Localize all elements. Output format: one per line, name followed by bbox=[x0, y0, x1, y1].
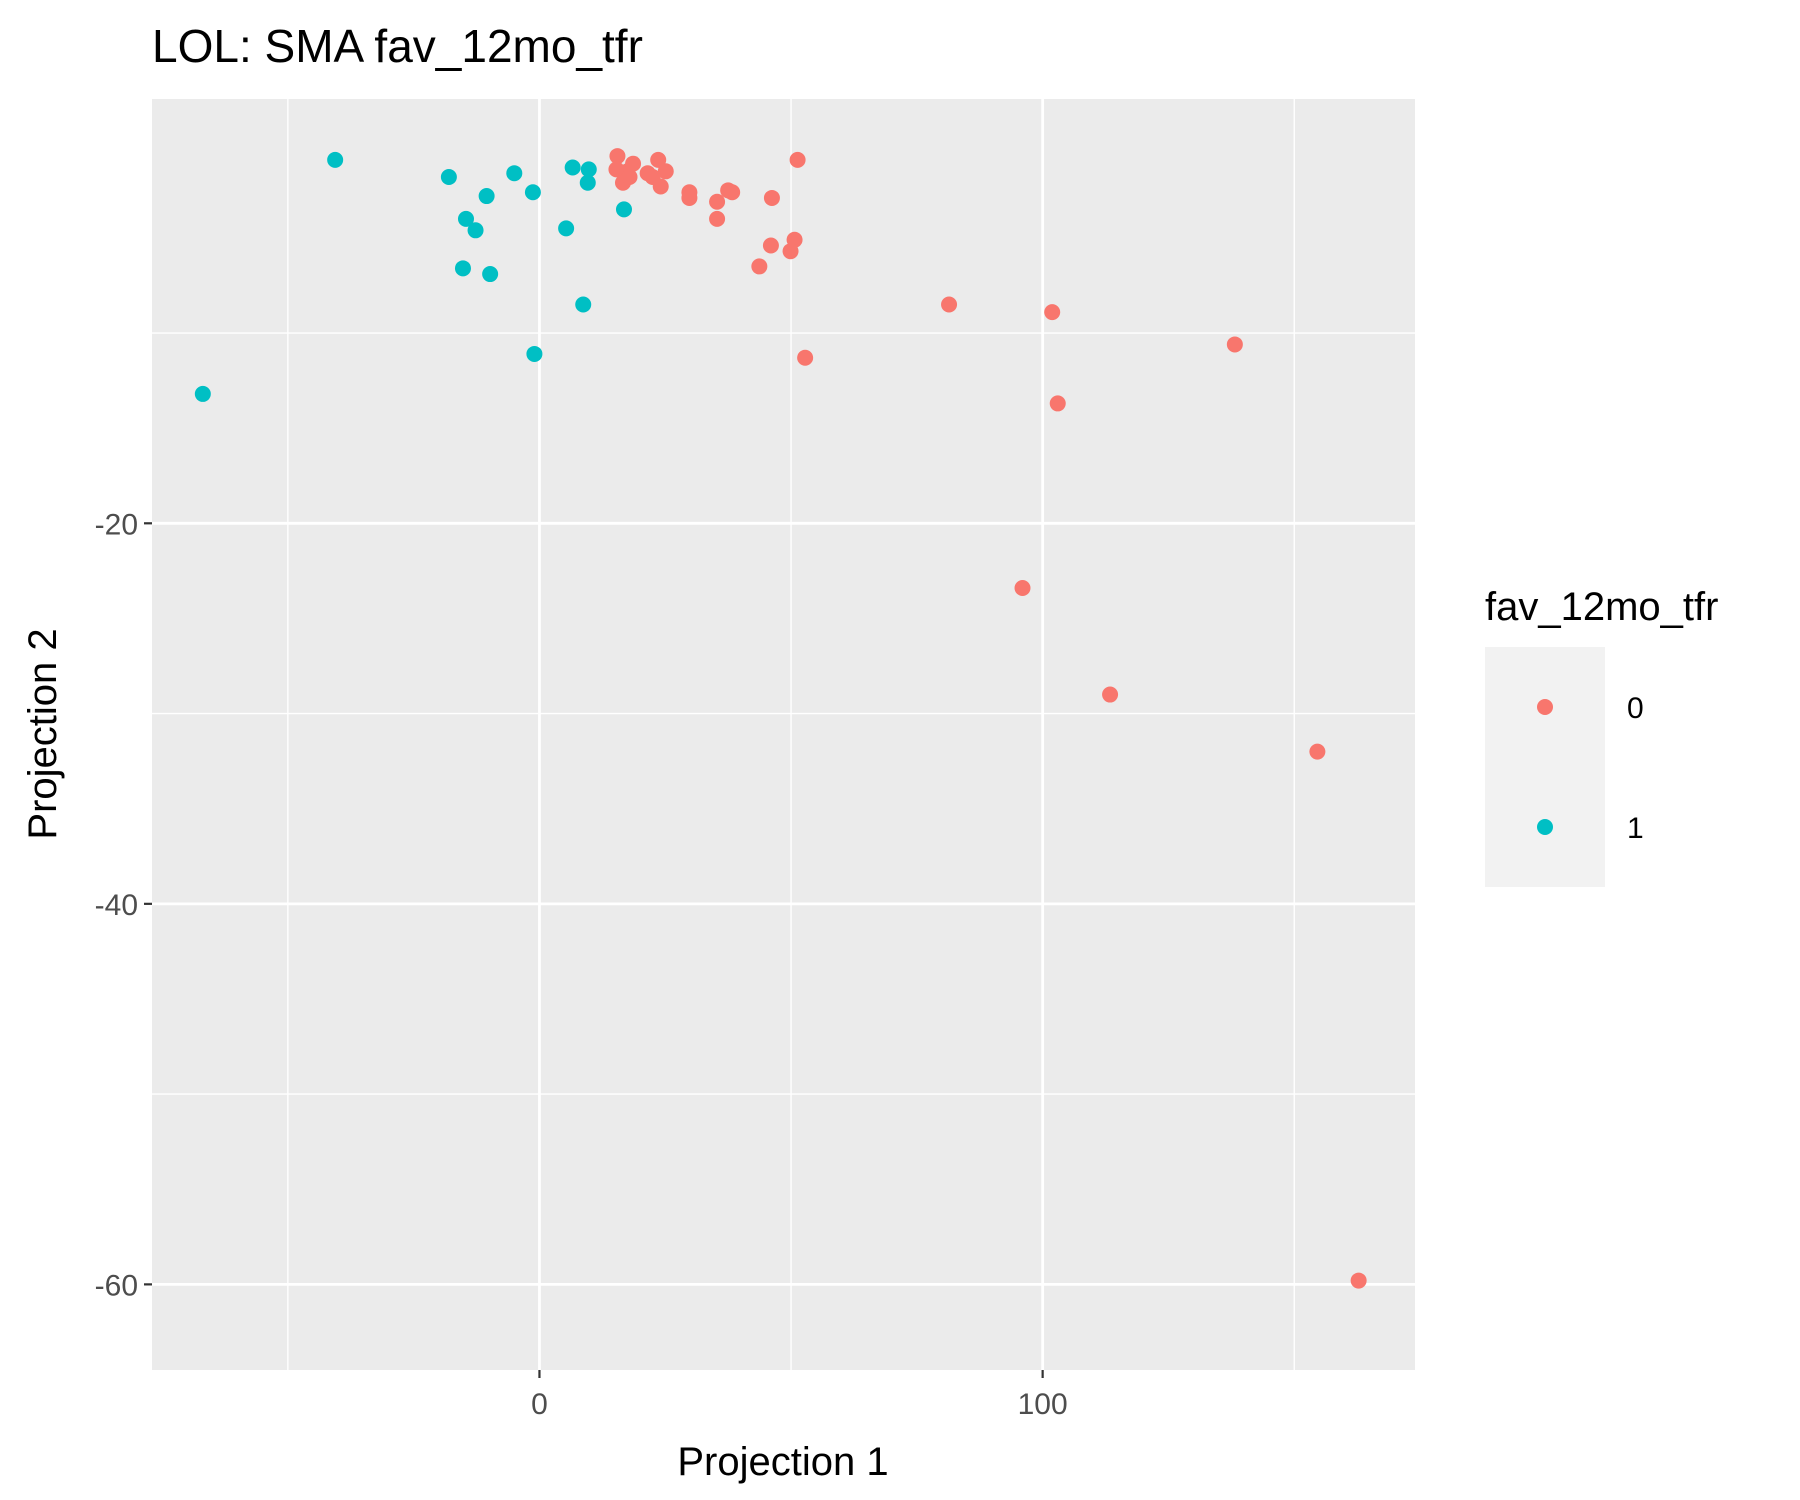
data-point-series-0 bbox=[724, 184, 741, 201]
data-point-series-0 bbox=[709, 193, 726, 210]
x-tick-label: 0 bbox=[531, 1388, 548, 1421]
data-point-series-1 bbox=[564, 159, 581, 176]
data-point-series-0 bbox=[762, 237, 779, 254]
y-axis-title: Projection 2 bbox=[21, 628, 65, 839]
minor-gridlines bbox=[152, 99, 1415, 1370]
y-axis-ticks: -20 -40 -60 bbox=[95, 508, 152, 1302]
data-point-series-0 bbox=[609, 148, 626, 165]
data-point-series-0 bbox=[709, 210, 726, 227]
data-point-series-1 bbox=[467, 222, 484, 239]
data-point-series-0 bbox=[652, 178, 669, 195]
legend-key-0 bbox=[1537, 699, 1553, 715]
data-point-series-0 bbox=[1014, 579, 1031, 596]
x-axis-title: Projection 1 bbox=[677, 1440, 888, 1484]
data-point-series-1 bbox=[454, 260, 471, 277]
data-point-series-0 bbox=[782, 243, 799, 260]
x-tick-label: 100 bbox=[1018, 1388, 1068, 1421]
data-point-series-0 bbox=[625, 155, 642, 172]
data-point-series-0 bbox=[763, 189, 780, 206]
data-points bbox=[194, 148, 1367, 1289]
data-point-series-0 bbox=[1309, 743, 1326, 760]
legend: fav_12mo_tfr 01 bbox=[1485, 585, 1718, 887]
data-point-series-1 bbox=[615, 201, 632, 218]
data-point-series-1 bbox=[457, 210, 474, 227]
data-point-series-0 bbox=[657, 163, 674, 180]
data-point-series-1 bbox=[526, 345, 543, 362]
plot-panel bbox=[152, 99, 1415, 1370]
x-axis-ticks: 0 100 bbox=[531, 1370, 1068, 1421]
data-point-series-1 bbox=[506, 165, 523, 182]
y-tick-label: -40 bbox=[95, 889, 138, 922]
legend-label-0: 0 bbox=[1627, 692, 1644, 725]
data-point-series-1 bbox=[194, 385, 211, 402]
data-point-series-1 bbox=[558, 220, 575, 237]
legend-key-1 bbox=[1537, 819, 1553, 835]
chart-title: LOL: SMA fav_12mo_tfr bbox=[152, 20, 643, 72]
data-point-series-0 bbox=[941, 296, 958, 313]
data-point-series-1 bbox=[580, 161, 597, 178]
legend-title: fav_12mo_tfr bbox=[1485, 585, 1718, 629]
data-point-series-0 bbox=[789, 151, 806, 168]
y-tick-label: -20 bbox=[95, 508, 138, 541]
data-point-series-0 bbox=[1049, 395, 1066, 412]
data-point-series-0 bbox=[681, 189, 698, 206]
legend-key-panel bbox=[1485, 647, 1605, 887]
data-point-series-1 bbox=[478, 188, 495, 205]
data-point-series-1 bbox=[440, 169, 457, 186]
data-point-series-0 bbox=[1102, 686, 1119, 703]
data-point-series-1 bbox=[524, 184, 541, 201]
data-point-series-1 bbox=[482, 266, 499, 283]
legend-label-1: 1 bbox=[1627, 812, 1644, 845]
y-tick-label: -60 bbox=[95, 1269, 138, 1302]
data-point-series-1 bbox=[579, 174, 596, 191]
data-point-series-1 bbox=[575, 296, 592, 313]
data-point-series-0 bbox=[1226, 336, 1243, 353]
data-point-series-0 bbox=[797, 349, 814, 366]
legend-items: 01 bbox=[1537, 692, 1644, 845]
data-point-series-0 bbox=[1350, 1272, 1367, 1289]
data-point-series-0 bbox=[751, 258, 768, 275]
major-gridlines bbox=[152, 99, 1415, 1370]
data-point-series-1 bbox=[327, 151, 344, 168]
data-point-series-0 bbox=[1044, 304, 1061, 321]
data-point-series-0 bbox=[650, 151, 667, 168]
data-point-series-0 bbox=[621, 169, 638, 186]
